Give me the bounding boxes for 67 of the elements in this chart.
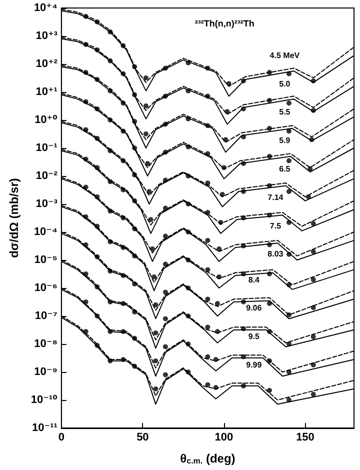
point (286, 128, 292, 134)
point (153, 358, 158, 364)
point (310, 249, 316, 254)
annotation: 9.99 (246, 360, 262, 370)
y-tick-label: 10⁺² (36, 58, 58, 70)
annotation: 5.0 (279, 79, 291, 88)
point (162, 316, 168, 322)
y-tick-label: 10⁻⁸ (34, 338, 58, 350)
y-tick-label: 10⁺¹ (36, 86, 58, 98)
annotation: 5.5 (279, 108, 291, 117)
point (162, 290, 168, 295)
point (162, 234, 168, 239)
point (162, 372, 168, 378)
point (310, 334, 316, 340)
annotation: 4.5 MeV (270, 50, 300, 60)
x-tick-label: 150 (296, 432, 314, 444)
y-tick-label: 10⁺⁴ (34, 2, 58, 14)
point (216, 246, 222, 252)
point (310, 277, 316, 282)
annotation: ²³²Th(n,n)²³²Th (194, 18, 254, 29)
point (153, 302, 158, 308)
point (162, 344, 168, 350)
y-tick-label: 10⁻⁹ (34, 366, 58, 378)
point (310, 221, 316, 226)
point (286, 188, 292, 194)
point (205, 238, 210, 243)
y-axis-title: dσ/dΩ (mb/sr) (7, 178, 21, 258)
x-tick-label: 100 (214, 432, 234, 444)
x-tick-label: 0 (58, 432, 64, 444)
point (310, 392, 316, 397)
annotation: 9.06 (246, 304, 262, 313)
point (153, 386, 158, 392)
point (145, 160, 150, 166)
y-tick-label: 10⁺³ (36, 30, 58, 42)
point (148, 216, 154, 222)
y-tick-label: 10⁻² (36, 170, 58, 182)
annotation: 5.9 (279, 136, 291, 146)
point (286, 100, 292, 106)
y-tick-label: 10⁻⁵ (34, 254, 58, 266)
point (286, 158, 292, 164)
point (205, 324, 210, 330)
point (150, 246, 155, 252)
annotation: 8.4 (248, 275, 260, 284)
y-tick-label: 10⁺⁰ (34, 114, 58, 126)
x-tick-label: 50 (136, 432, 149, 444)
point (143, 103, 148, 108)
point (153, 330, 158, 336)
point (143, 75, 148, 80)
x-axis-title: θc.m. (deg) (180, 452, 236, 466)
point (205, 296, 210, 302)
y-tick-label: 10⁻⁷ (34, 310, 58, 322)
point (152, 274, 157, 280)
point (214, 300, 220, 306)
y-tick-label: 10⁻¹ (36, 142, 58, 154)
annotation: 7.5 (270, 221, 282, 230)
point (266, 388, 272, 393)
y-tick-label: 10⁻⁴ (34, 226, 58, 238)
annotation: 6.5 (279, 164, 291, 174)
y-tick-label: 10⁻¹¹ (32, 422, 58, 434)
annotation: 8.03 (268, 250, 284, 259)
annotation: 9.5 (248, 332, 260, 342)
point (143, 131, 148, 136)
y-tick-label: 10⁻³ (36, 198, 58, 210)
annotation: 7.14 (268, 192, 284, 202)
point (310, 305, 316, 310)
y-tick-label: 10⁻⁶ (34, 282, 58, 294)
y-tick-label: 10⁻¹⁰ (30, 394, 58, 406)
